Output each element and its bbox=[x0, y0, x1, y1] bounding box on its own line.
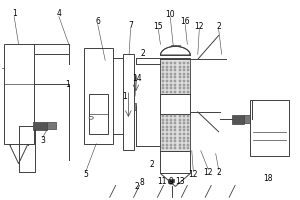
Bar bbox=[160, 114, 190, 151]
Text: 2: 2 bbox=[149, 160, 154, 169]
Text: 2: 2 bbox=[134, 182, 139, 191]
Bar bbox=[123, 54, 134, 150]
Text: 7: 7 bbox=[128, 21, 133, 30]
Text: 10: 10 bbox=[166, 10, 175, 19]
Bar bbox=[160, 58, 190, 173]
Text: 1: 1 bbox=[65, 80, 70, 89]
Text: 6: 6 bbox=[95, 17, 100, 26]
Text: 11: 11 bbox=[157, 177, 167, 186]
Text: 3: 3 bbox=[40, 136, 45, 145]
Bar bbox=[160, 59, 190, 94]
Bar bbox=[47, 122, 56, 129]
Text: 15: 15 bbox=[154, 22, 163, 31]
Bar bbox=[232, 115, 244, 124]
Text: 1: 1 bbox=[122, 92, 127, 101]
Text: 12: 12 bbox=[203, 168, 213, 177]
Bar bbox=[4, 44, 34, 144]
Text: 2: 2 bbox=[216, 168, 221, 177]
Text: 8: 8 bbox=[139, 178, 144, 187]
Text: 1: 1 bbox=[12, 9, 16, 18]
Text: 16: 16 bbox=[180, 17, 190, 26]
Text: 18: 18 bbox=[263, 174, 273, 183]
Circle shape bbox=[89, 116, 93, 119]
Text: 4: 4 bbox=[56, 9, 61, 18]
Bar bbox=[250, 100, 289, 156]
Text: 5: 5 bbox=[83, 170, 88, 179]
Text: 13: 13 bbox=[175, 177, 185, 186]
Text: 12: 12 bbox=[188, 170, 198, 179]
Text: 2: 2 bbox=[141, 49, 146, 58]
Bar bbox=[168, 179, 174, 182]
Bar bbox=[244, 115, 251, 123]
Text: 9: 9 bbox=[169, 177, 173, 186]
Polygon shape bbox=[160, 173, 190, 186]
Bar bbox=[89, 94, 108, 134]
Text: 2: 2 bbox=[216, 22, 221, 31]
Circle shape bbox=[168, 181, 174, 184]
Text: 12: 12 bbox=[194, 22, 204, 31]
Bar bbox=[33, 122, 47, 130]
Bar bbox=[84, 48, 113, 144]
Polygon shape bbox=[160, 46, 190, 55]
Bar bbox=[171, 45, 180, 47]
Text: 14: 14 bbox=[132, 74, 141, 83]
Bar bbox=[134, 103, 136, 110]
